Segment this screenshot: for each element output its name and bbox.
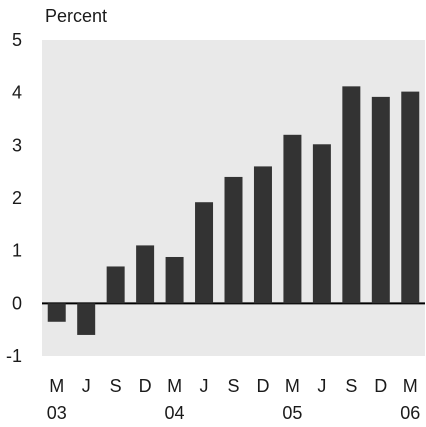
bar-10: [312, 144, 331, 304]
x-tick-label: D: [139, 376, 152, 396]
x-tick-label: M: [403, 376, 418, 396]
x-tick-label: S: [345, 376, 357, 396]
x-tick-label: M: [49, 376, 64, 396]
bar-9: [283, 134, 302, 304]
bar-7: [224, 176, 243, 304]
y-tick-label: 0: [12, 293, 22, 313]
x-tick-label: D: [256, 376, 269, 396]
bar-13: [401, 91, 420, 304]
bar-6: [195, 202, 214, 304]
x-tick-label: M: [167, 376, 182, 396]
y-tick-labels: 5 4 3 2 1 0 -1: [6, 30, 22, 366]
y-tick-label: 1: [12, 241, 22, 261]
x-tick-label: J: [82, 376, 91, 396]
x-year-label: 06: [400, 403, 420, 423]
x-year-labels: 03 04 05 06: [47, 403, 421, 423]
bar-5: [165, 256, 184, 304]
bar-12: [371, 96, 390, 304]
y-tick-label: 2: [12, 188, 22, 208]
bar-2: [77, 303, 96, 335]
bar-1: [47, 303, 66, 322]
x-year-label: 05: [282, 403, 302, 423]
x-tick-label: J: [317, 376, 326, 396]
x-year-label: 04: [165, 403, 185, 423]
x-tick-label: M: [285, 376, 300, 396]
x-tick-label: S: [110, 376, 122, 396]
y-axis-label: Percent: [45, 6, 107, 26]
bar-3: [106, 266, 125, 304]
x-tick-label: D: [374, 376, 387, 396]
bar-4: [136, 245, 155, 304]
y-tick-label: -1: [6, 346, 22, 366]
bar-8: [253, 166, 272, 304]
x-tick-label: J: [200, 376, 209, 396]
y-tick-label: 5: [12, 30, 22, 50]
bar-11: [342, 86, 361, 304]
y-tick-label: 4: [12, 83, 22, 103]
x-year-label: 03: [47, 403, 67, 423]
bars: [47, 86, 420, 335]
x-tick-label: S: [227, 376, 239, 396]
y-tick-label: 3: [12, 135, 22, 155]
